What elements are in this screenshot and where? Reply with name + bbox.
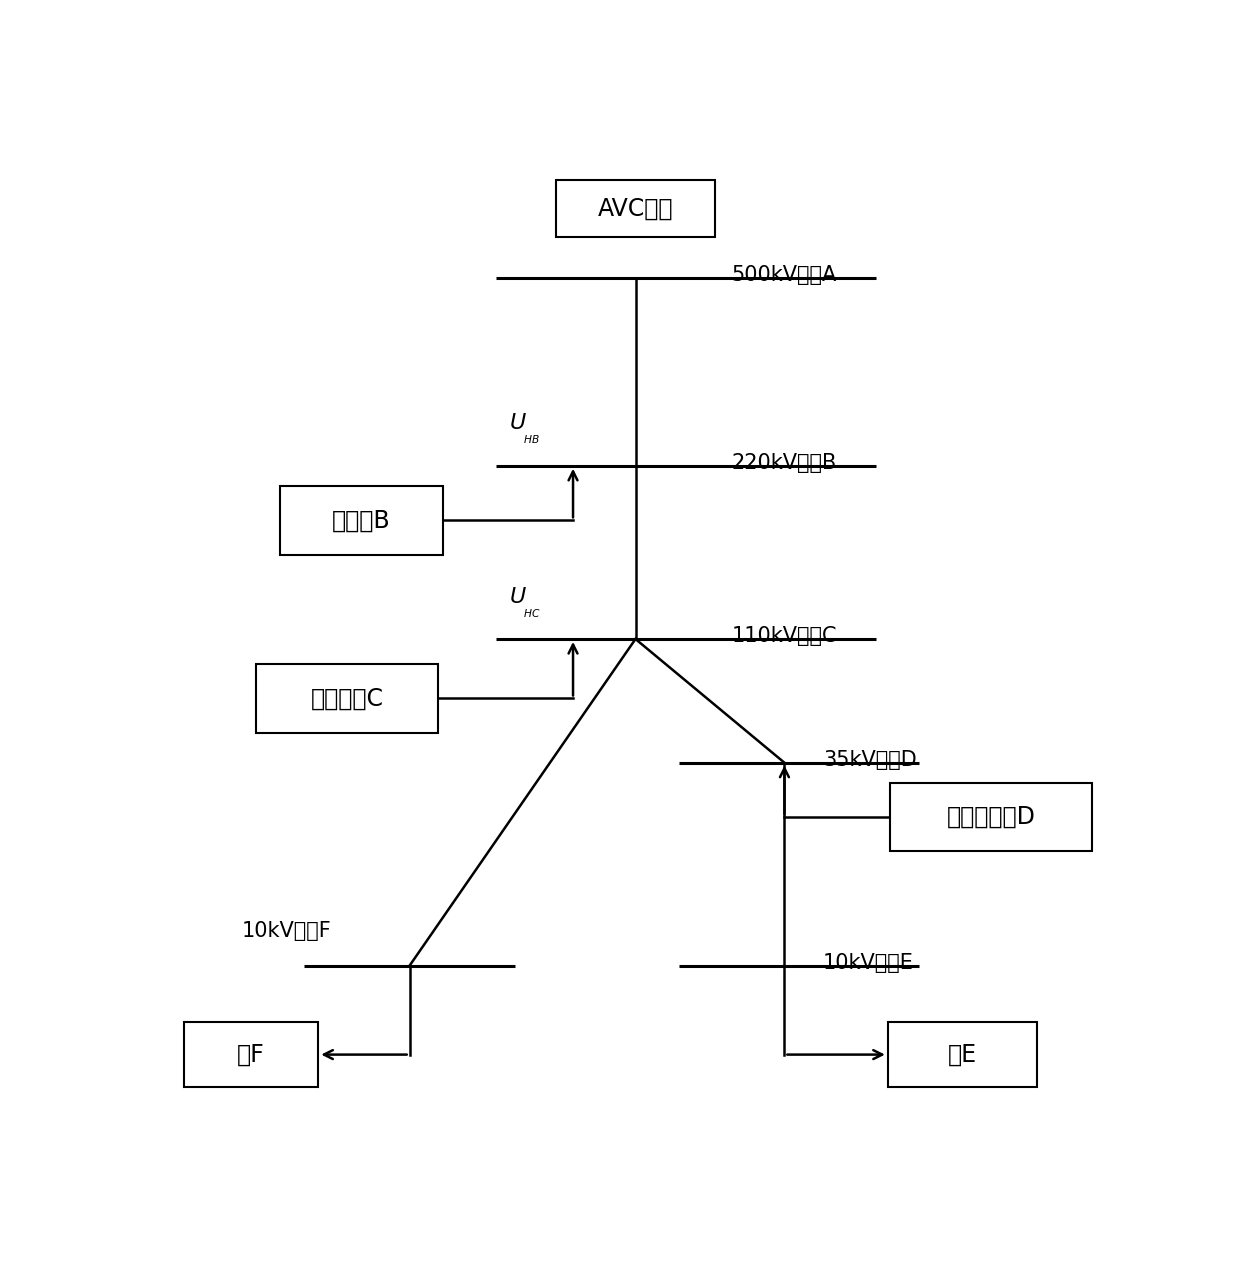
Text: $U$: $U$ [508, 414, 527, 433]
Text: $_{HC}$: $_{HC}$ [523, 605, 541, 621]
Text: $U$: $U$ [508, 587, 527, 608]
Bar [557, 180, 714, 238]
Text: $_{HB}$: $_{HB}$ [523, 430, 539, 446]
Text: 10kV节点F: 10kV节点F [242, 921, 331, 941]
Bar [280, 486, 444, 555]
Bar [890, 784, 1092, 851]
Text: 梯级水电站D: 梯级水电站D [946, 806, 1035, 829]
Bar [888, 1023, 1037, 1087]
Text: 10kV节点E: 10kV节点E [823, 952, 914, 973]
Bar [255, 664, 439, 732]
Text: 110kV节点C: 110kV节点C [732, 626, 837, 646]
Text: 220kV节点B: 220kV节点B [732, 452, 837, 473]
Text: 35kV节点D: 35kV节点D [823, 749, 916, 770]
Text: 风电圻B: 风电圻B [332, 509, 391, 532]
Bar [184, 1023, 319, 1087]
Text: 负E: 负E [947, 1042, 977, 1067]
Text: AVC主站: AVC主站 [598, 197, 673, 221]
Text: 负F: 负F [237, 1042, 265, 1067]
Text: 光伏电站C: 光伏电站C [311, 686, 383, 711]
Text: 500kV节点A: 500kV节点A [732, 265, 837, 285]
